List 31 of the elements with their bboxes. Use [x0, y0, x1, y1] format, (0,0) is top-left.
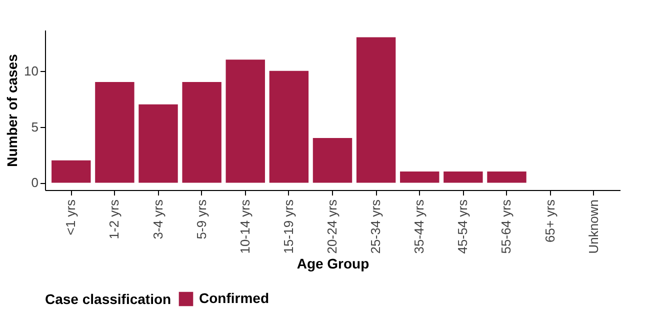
x-tick-label: Unknown: [586, 200, 601, 254]
x-tick-label: 55-64 yrs: [498, 199, 514, 254]
bar: [269, 70, 309, 183]
y-tick-label: 5: [31, 119, 38, 134]
bar: [138, 104, 178, 183]
x-tick-label: 35-44 yrs: [412, 199, 427, 254]
x-tick-label: 25-34 yrs: [368, 199, 384, 254]
bar: [312, 138, 352, 183]
y-tick-label: 10: [24, 63, 38, 78]
y-axis-title: Number of cases: [4, 54, 20, 167]
bar: [226, 60, 265, 183]
x-axis-title: Age Group: [296, 256, 370, 272]
y-tick-label: 0: [31, 175, 38, 190]
bar: [487, 172, 526, 183]
x-tick-label: <1 yrs: [63, 199, 78, 236]
bar: [182, 82, 222, 183]
bar: [400, 172, 440, 183]
bar: [52, 160, 91, 183]
bar: [356, 37, 396, 183]
x-tick-label: 15-19 yrs: [280, 199, 296, 254]
legend-title: Case classification: [45, 291, 172, 307]
bar: [95, 82, 134, 183]
x-tick-label: 1-2 yrs: [106, 199, 122, 240]
x-tick-label: 20-24 yrs: [324, 199, 340, 254]
x-tick-label: 65+ yrs: [542, 199, 558, 242]
bar: [444, 172, 483, 183]
x-tick-label: 3-4 yrs: [150, 199, 166, 240]
x-tick-label: 45-54 yrs: [455, 199, 470, 254]
x-tick-label: 10-14 yrs: [237, 199, 252, 254]
legend-label: Confirmed: [199, 290, 269, 306]
x-tick-label: 5-9 yrs: [194, 199, 209, 240]
